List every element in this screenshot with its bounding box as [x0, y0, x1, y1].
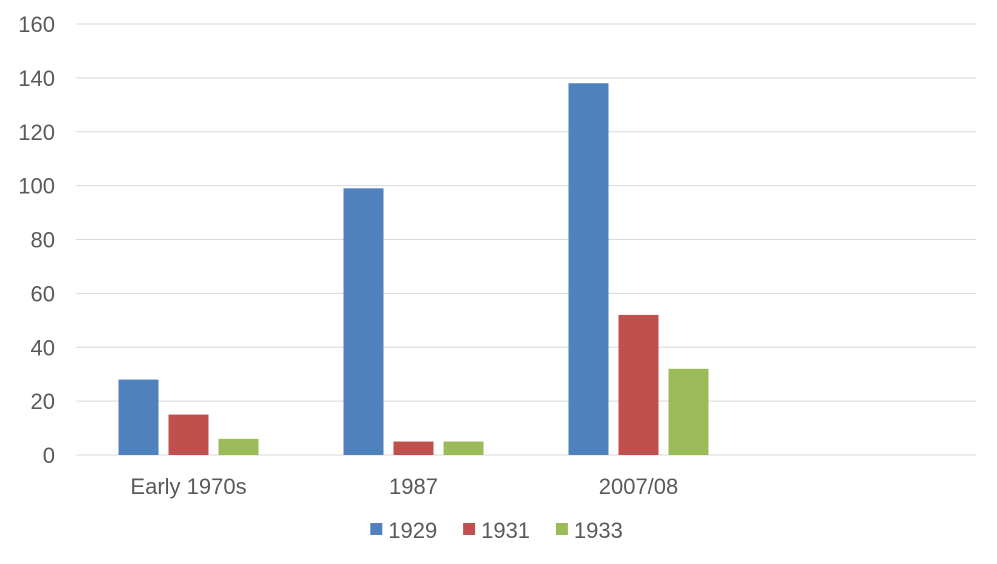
bar-1929-2007-08	[568, 83, 609, 455]
y-tick-label: 80	[31, 228, 55, 253]
bars	[118, 83, 709, 455]
legend-swatch	[463, 523, 476, 535]
gridlines	[76, 23, 976, 456]
bar-1931-2007-08	[618, 314, 659, 455]
bar-1933-early-1970s	[218, 438, 259, 455]
legend: 1929 1931 1933	[370, 518, 623, 543]
y-tick-label: 20	[31, 389, 55, 414]
bar-1933-2007-08	[668, 368, 709, 455]
x-category-label: 2007/08	[599, 474, 679, 499]
y-axis-tick-labels: 0 20 40 60 80 100 120 140 160	[18, 12, 55, 468]
y-tick-label: 140	[18, 66, 55, 91]
legend-swatch	[370, 523, 383, 535]
legend-label: 1931	[481, 518, 530, 543]
bar-1933-1987	[443, 441, 484, 455]
bar-1929-1987	[343, 188, 384, 455]
x-axis-category-labels: Early 1970s 1987 2007/08	[130, 474, 678, 499]
bar-1931-1987	[393, 441, 434, 455]
y-tick-label: 100	[18, 174, 55, 199]
legend-label: 1933	[574, 518, 623, 543]
bar-1931-early-1970s	[168, 414, 209, 455]
y-tick-label: 60	[31, 281, 55, 306]
y-tick-label: 0	[43, 443, 55, 468]
legend-label: 1929	[388, 518, 437, 543]
x-category-label: 1987	[389, 474, 438, 499]
y-tick-label: 120	[18, 120, 55, 145]
y-tick-label: 160	[18, 12, 55, 37]
legend-swatch	[555, 523, 568, 535]
x-category-label: Early 1970s	[130, 474, 246, 499]
y-tick-label: 40	[31, 335, 55, 360]
bar-1929-early-1970s	[118, 379, 159, 455]
